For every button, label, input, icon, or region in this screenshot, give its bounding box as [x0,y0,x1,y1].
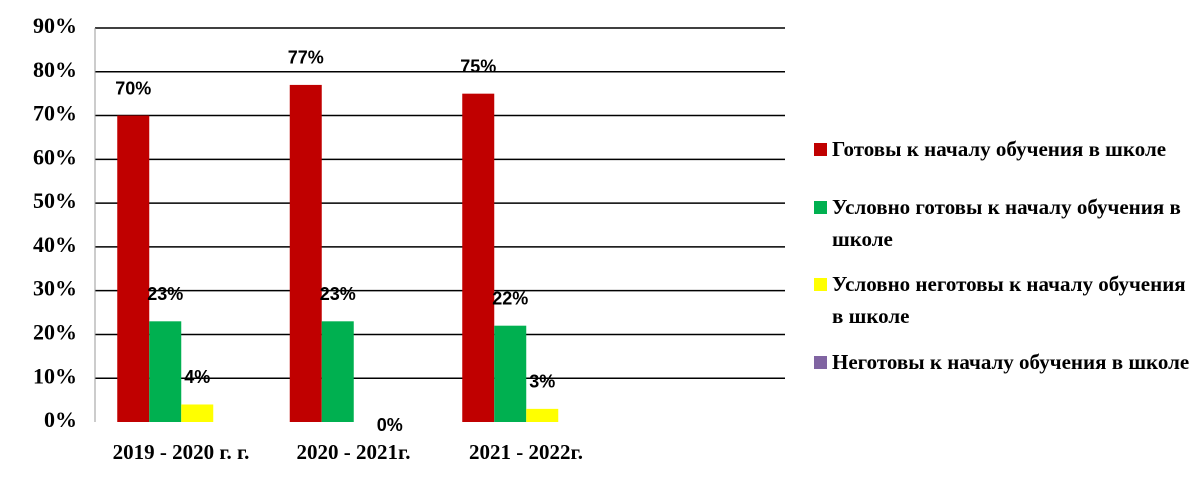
data-label: 23% [147,284,183,304]
y-tick-label: 40% [33,232,77,257]
legend-swatch [814,201,827,214]
x-tick-label: 2021 - 2022г. [469,440,583,464]
y-tick-label: 80% [33,57,77,82]
x-tick-label: 2020 - 2021г. [296,440,411,464]
data-label: 22% [492,288,528,308]
y-tick-label: 90% [33,13,77,38]
bar [289,84,322,423]
bar [321,321,354,422]
y-tick-label: 30% [33,276,77,301]
bar [526,408,559,422]
data-label: 70% [115,78,151,98]
bar [462,93,495,423]
bar [149,321,182,422]
data-label: 0% [377,415,403,435]
legend-entry: Условно готовы к началу обучения в школе [810,191,1198,255]
y-tick-label: 70% [33,101,77,126]
bar [494,325,527,422]
legend-swatch [814,143,827,156]
bar [181,404,214,422]
x-tick-label: 2019 - 2020 г. г. [112,440,250,464]
bar [117,115,150,423]
y-tick-label: 0% [44,407,77,432]
legend-entry: Условно неготовы к началу обучения в шко… [810,268,1198,332]
y-tick-label: 20% [33,319,77,344]
legend-swatch [814,356,827,369]
legend-entry: Готовы к началу обучения в школе [810,133,1198,165]
y-tick-label: 10% [33,363,77,388]
data-label: 77% [288,48,324,68]
data-label: 4% [184,367,210,387]
data-label: 75% [460,56,496,76]
legend-entry: Неготовы к началу обучения в школе [810,346,1198,378]
y-tick-label: 50% [33,188,77,213]
data-label: 23% [320,284,356,304]
y-tick-label: 60% [33,144,77,169]
data-label: 3% [529,372,555,392]
legend-swatch [814,278,827,291]
